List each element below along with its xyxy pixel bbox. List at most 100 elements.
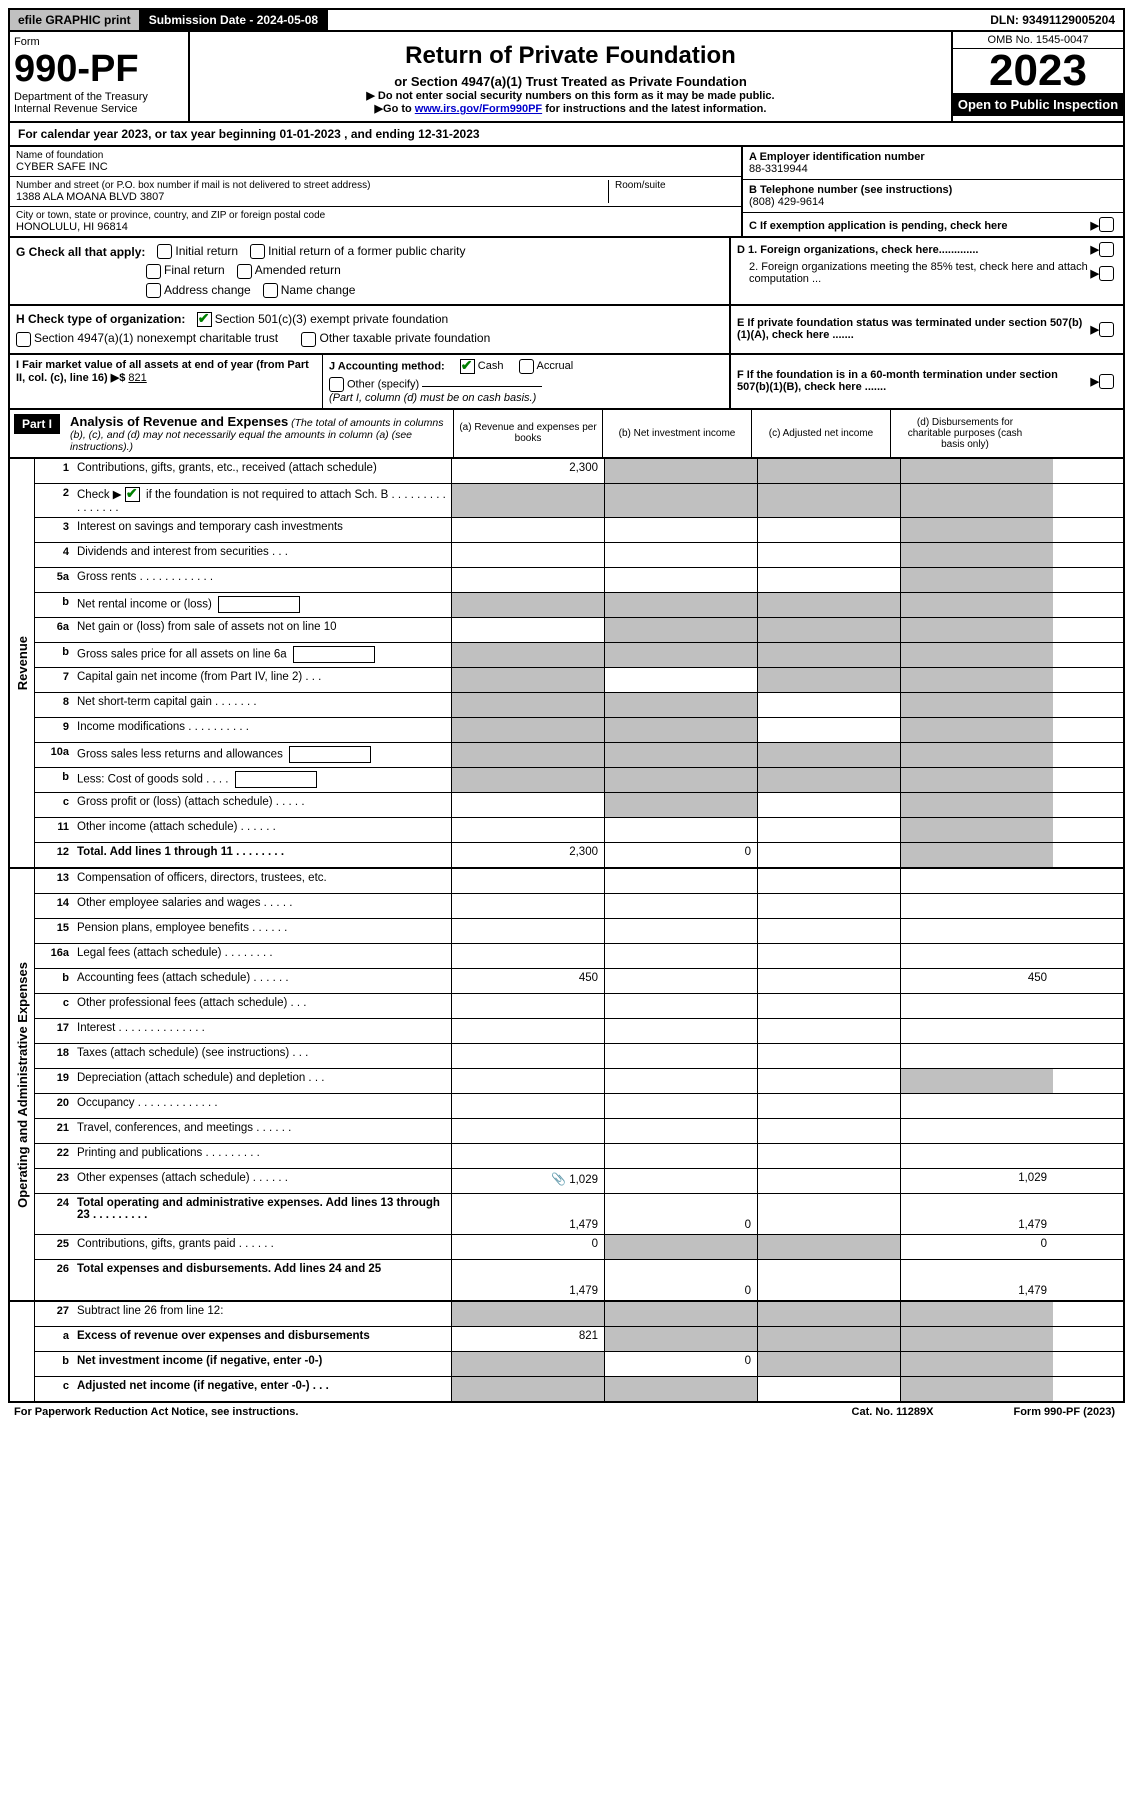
row-num: 9 [35, 718, 73, 742]
cell-a [451, 793, 604, 817]
mini-input[interactable] [235, 771, 317, 788]
efile-label: efile GRAPHIC print [10, 10, 141, 30]
cell-b [604, 994, 757, 1018]
row-25: 25 Contributions, gifts, grants paid . .… [35, 1235, 1123, 1260]
cell-a [451, 518, 604, 542]
cell-a: 821 [451, 1327, 604, 1351]
tax-year: 2023 [953, 49, 1123, 93]
cell-a [451, 1302, 604, 1326]
mini-input[interactable] [293, 646, 375, 663]
row-desc: Capital gain net income (from Part IV, l… [73, 668, 451, 692]
row-num: 1 [35, 459, 73, 483]
cell-b [604, 1169, 757, 1193]
cb-h3[interactable] [301, 332, 316, 347]
form-link[interactable]: www.irs.gov/Form990PF [415, 103, 542, 115]
mini-input[interactable] [218, 596, 300, 613]
cell-d: 0 [900, 1235, 1053, 1259]
row-16a: 16a Legal fees (attach schedule) . . . .… [35, 944, 1123, 969]
cb-address[interactable] [146, 283, 161, 298]
cell-a: 📎 1,029 [451, 1169, 604, 1193]
g-label: G Check all that apply: [16, 245, 145, 259]
row-num: 10a [35, 743, 73, 767]
row-desc: Gross profit or (loss) (attach schedule)… [73, 793, 451, 817]
cell-c [757, 1260, 900, 1300]
cb-final[interactable] [146, 264, 161, 279]
cb-schb[interactable] [125, 487, 140, 502]
cell-a [451, 618, 604, 642]
arrow-icon: ▶ [1091, 375, 1099, 388]
cell-d [900, 793, 1053, 817]
calendar-year-row: For calendar year 2023, or tax year begi… [10, 123, 1123, 147]
cb-d1[interactable] [1099, 242, 1114, 257]
attach-icon[interactable]: 📎 [551, 1172, 566, 1186]
row-3: 3 Interest on savings and temporary cash… [35, 518, 1123, 543]
exemption-checkbox[interactable] [1099, 217, 1114, 232]
city-cell: City or town, state or province, country… [10, 207, 741, 236]
cell-d [900, 1019, 1053, 1043]
cb-d2[interactable] [1099, 266, 1114, 281]
cell-c [757, 484, 900, 517]
expenses-section: Operating and Administrative Expenses 13… [10, 869, 1123, 1302]
i-label: I Fair market value of all assets at end… [16, 359, 309, 384]
row-num: 16a [35, 944, 73, 968]
cb-other[interactable] [329, 377, 344, 392]
j-cell: J Accounting method: Cash Accrual Other … [323, 355, 729, 408]
cell-a [451, 693, 604, 717]
form-page: efile GRAPHIC print Submission Date - 20… [8, 8, 1125, 1403]
row-desc: Gross sales less returns and allowances [73, 743, 451, 767]
phone-cell: B Telephone number (see instructions) (8… [743, 180, 1123, 213]
cell-b [604, 718, 757, 742]
cb-cash[interactable] [460, 359, 475, 374]
cell-a [451, 818, 604, 842]
row-27b: b Net investment income (if negative, en… [35, 1352, 1123, 1377]
row-20: 20 Occupancy . . . . . . . . . . . . . [35, 1094, 1123, 1119]
cell-b [604, 969, 757, 993]
cell-a [451, 919, 604, 943]
cell-d [900, 1069, 1053, 1093]
cb-initial-former[interactable] [250, 244, 265, 259]
row-desc: Net rental income or (loss) [73, 593, 451, 617]
cb-amended[interactable] [237, 264, 252, 279]
row-27: 27 Subtract line 26 from line 12: [35, 1302, 1123, 1327]
row-10b: b Less: Cost of goods sold . . . . [35, 768, 1123, 793]
cb-h1[interactable] [197, 312, 212, 327]
cell-b: 0 [604, 1352, 757, 1376]
cb-accrual[interactable] [519, 359, 534, 374]
cell-a [451, 994, 604, 1018]
exemption-cell: C If exemption application is pending, c… [743, 213, 1123, 236]
cb-e[interactable] [1099, 322, 1114, 337]
row-desc: Income modifications . . . . . . . . . . [73, 718, 451, 742]
row-num: b [35, 969, 73, 993]
cb-f[interactable] [1099, 374, 1114, 389]
cell-d [900, 869, 1053, 893]
row-27a: a Excess of revenue over expenses and di… [35, 1327, 1123, 1352]
part1-badge: Part I [14, 414, 60, 434]
cell-b [604, 668, 757, 692]
cell-a [451, 543, 604, 567]
g-d-row: G Check all that apply: Initial return I… [10, 238, 1123, 306]
cb-h2[interactable] [16, 332, 31, 347]
cell-a [451, 568, 604, 592]
row-num: c [35, 994, 73, 1018]
revenue-section: Revenue 1 Contributions, gifts, grants, … [10, 459, 1123, 869]
cell-c [757, 843, 900, 867]
row-22: 22 Printing and publications . . . . . .… [35, 1144, 1123, 1169]
mini-input[interactable] [289, 746, 371, 763]
row-27-rows: 27 Subtract line 26 from line 12: a Exce… [35, 1302, 1123, 1401]
instr2-pre: ▶Go to [375, 103, 415, 115]
address-cell: Number and street (or P.O. box number if… [10, 177, 741, 207]
cell-a [451, 1019, 604, 1043]
cell-b [604, 768, 757, 792]
cell-b [604, 894, 757, 918]
row-desc: Legal fees (attach schedule) . . . . . .… [73, 944, 451, 968]
row-17: 17 Interest . . . . . . . . . . . . . . [35, 1019, 1123, 1044]
cell-d [900, 543, 1053, 567]
cb-name[interactable] [263, 283, 278, 298]
cb-initial[interactable] [157, 244, 172, 259]
cell-c [757, 743, 900, 767]
cell-a [451, 768, 604, 792]
form-subtitle: or Section 4947(a)(1) Trust Treated as P… [210, 74, 931, 89]
cell-d [900, 894, 1053, 918]
cell-c [757, 818, 900, 842]
instruction-2: ▶Go to www.irs.gov/Form990PF for instruc… [210, 102, 931, 115]
